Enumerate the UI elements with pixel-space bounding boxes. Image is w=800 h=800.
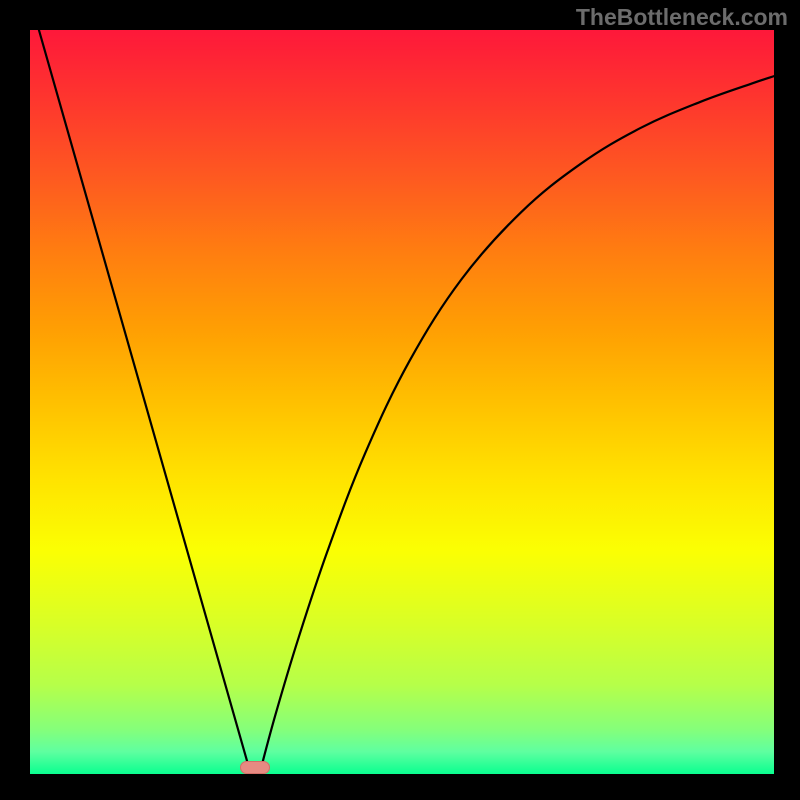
watermark-text: TheBottleneck.com (576, 4, 788, 31)
optimum-marker (240, 761, 270, 774)
bottleneck-curve (0, 0, 800, 800)
chart-frame: TheBottleneck.com (0, 0, 800, 800)
